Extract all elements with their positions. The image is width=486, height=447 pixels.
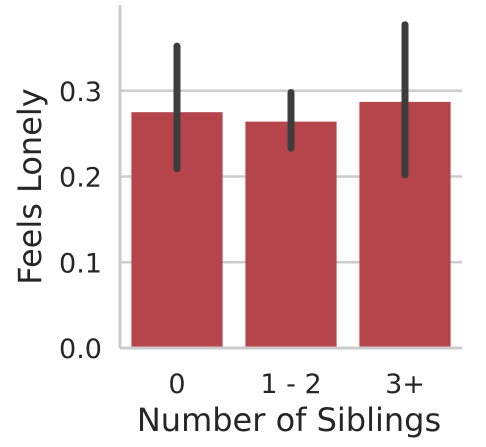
y-tick-label: 0.0: [59, 334, 102, 365]
x-axis-title: Number of Siblings: [137, 401, 441, 439]
y-axis-title: Feels Lonely: [11, 88, 49, 284]
x-tick-label: 3+: [385, 369, 425, 400]
x-tick-labels: 0 1 - 2 3+: [168, 369, 425, 400]
y-tick-label: 0.3: [59, 77, 102, 108]
axes: [118, 5, 462, 350]
bar-1: [245, 121, 337, 349]
x-tick-label: 1 - 2: [260, 369, 321, 400]
y-tick-label: 0.2: [59, 163, 102, 194]
error-bars: [173, 21, 409, 179]
y-tick-label: 0.1: [59, 248, 102, 279]
y-tick-labels: 0.0 0.1 0.2 0.3: [59, 77, 102, 365]
x-tick-label: 0: [168, 369, 185, 400]
